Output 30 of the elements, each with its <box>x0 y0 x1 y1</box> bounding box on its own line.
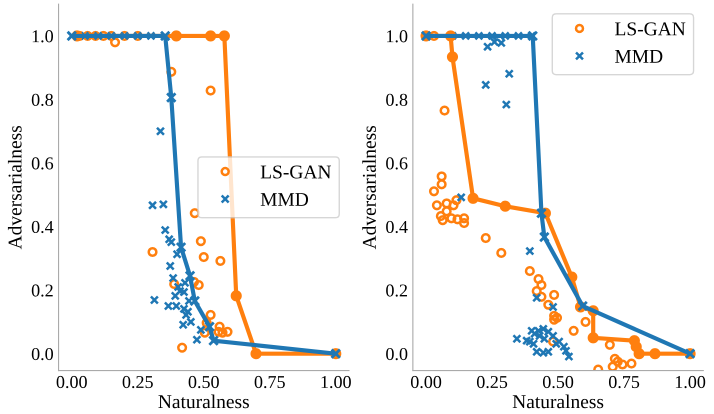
legend-label: MMD <box>615 50 662 63</box>
legend-label: LS-GAN <box>260 165 332 179</box>
y-tick-label: 0.6 <box>32 157 54 170</box>
x-axis-title: Naturalness <box>512 394 604 408</box>
y-tick-label: 0.6 <box>386 157 408 170</box>
x-tick-label: 0.00 <box>410 376 442 388</box>
y-tick-label: 0.0 <box>386 348 408 360</box>
y-tick-label: 1.0 <box>32 30 53 42</box>
y-tick-label: 0.2 <box>386 284 408 297</box>
x-axis-title: Naturalness <box>158 394 249 408</box>
x-tick-label: 0.25 <box>476 376 508 388</box>
x-tick-label: 0.25 <box>122 376 153 388</box>
y-tick-label: 0.4 <box>386 220 408 234</box>
x-tick-label: 0.50 <box>542 376 574 388</box>
y-axis-title: Adversarialness <box>362 126 376 250</box>
y-tick-label: 0.8 <box>386 94 408 106</box>
x-tick-label: 0.75 <box>254 376 285 388</box>
y-axis-title: Adversarialness <box>8 126 22 250</box>
x-tick-label: 0.75 <box>608 376 640 388</box>
y-tick-label: 0.2 <box>32 284 53 297</box>
y-tick-label: 0.4 <box>32 220 54 234</box>
legend-label: MMD <box>260 193 308 206</box>
x-tick-label: 1.00 <box>322 376 351 388</box>
x-tick-label: 1.00 <box>676 376 706 388</box>
x-tick-label: 0.50 <box>188 376 219 388</box>
y-tick-label: 0.8 <box>32 94 53 106</box>
y-tick-label: 1.0 <box>387 30 408 42</box>
legend-label: LS-GAN <box>615 22 686 36</box>
x-tick-label: 0.00 <box>56 376 87 388</box>
y-tick-label: 0.0 <box>32 348 53 360</box>
